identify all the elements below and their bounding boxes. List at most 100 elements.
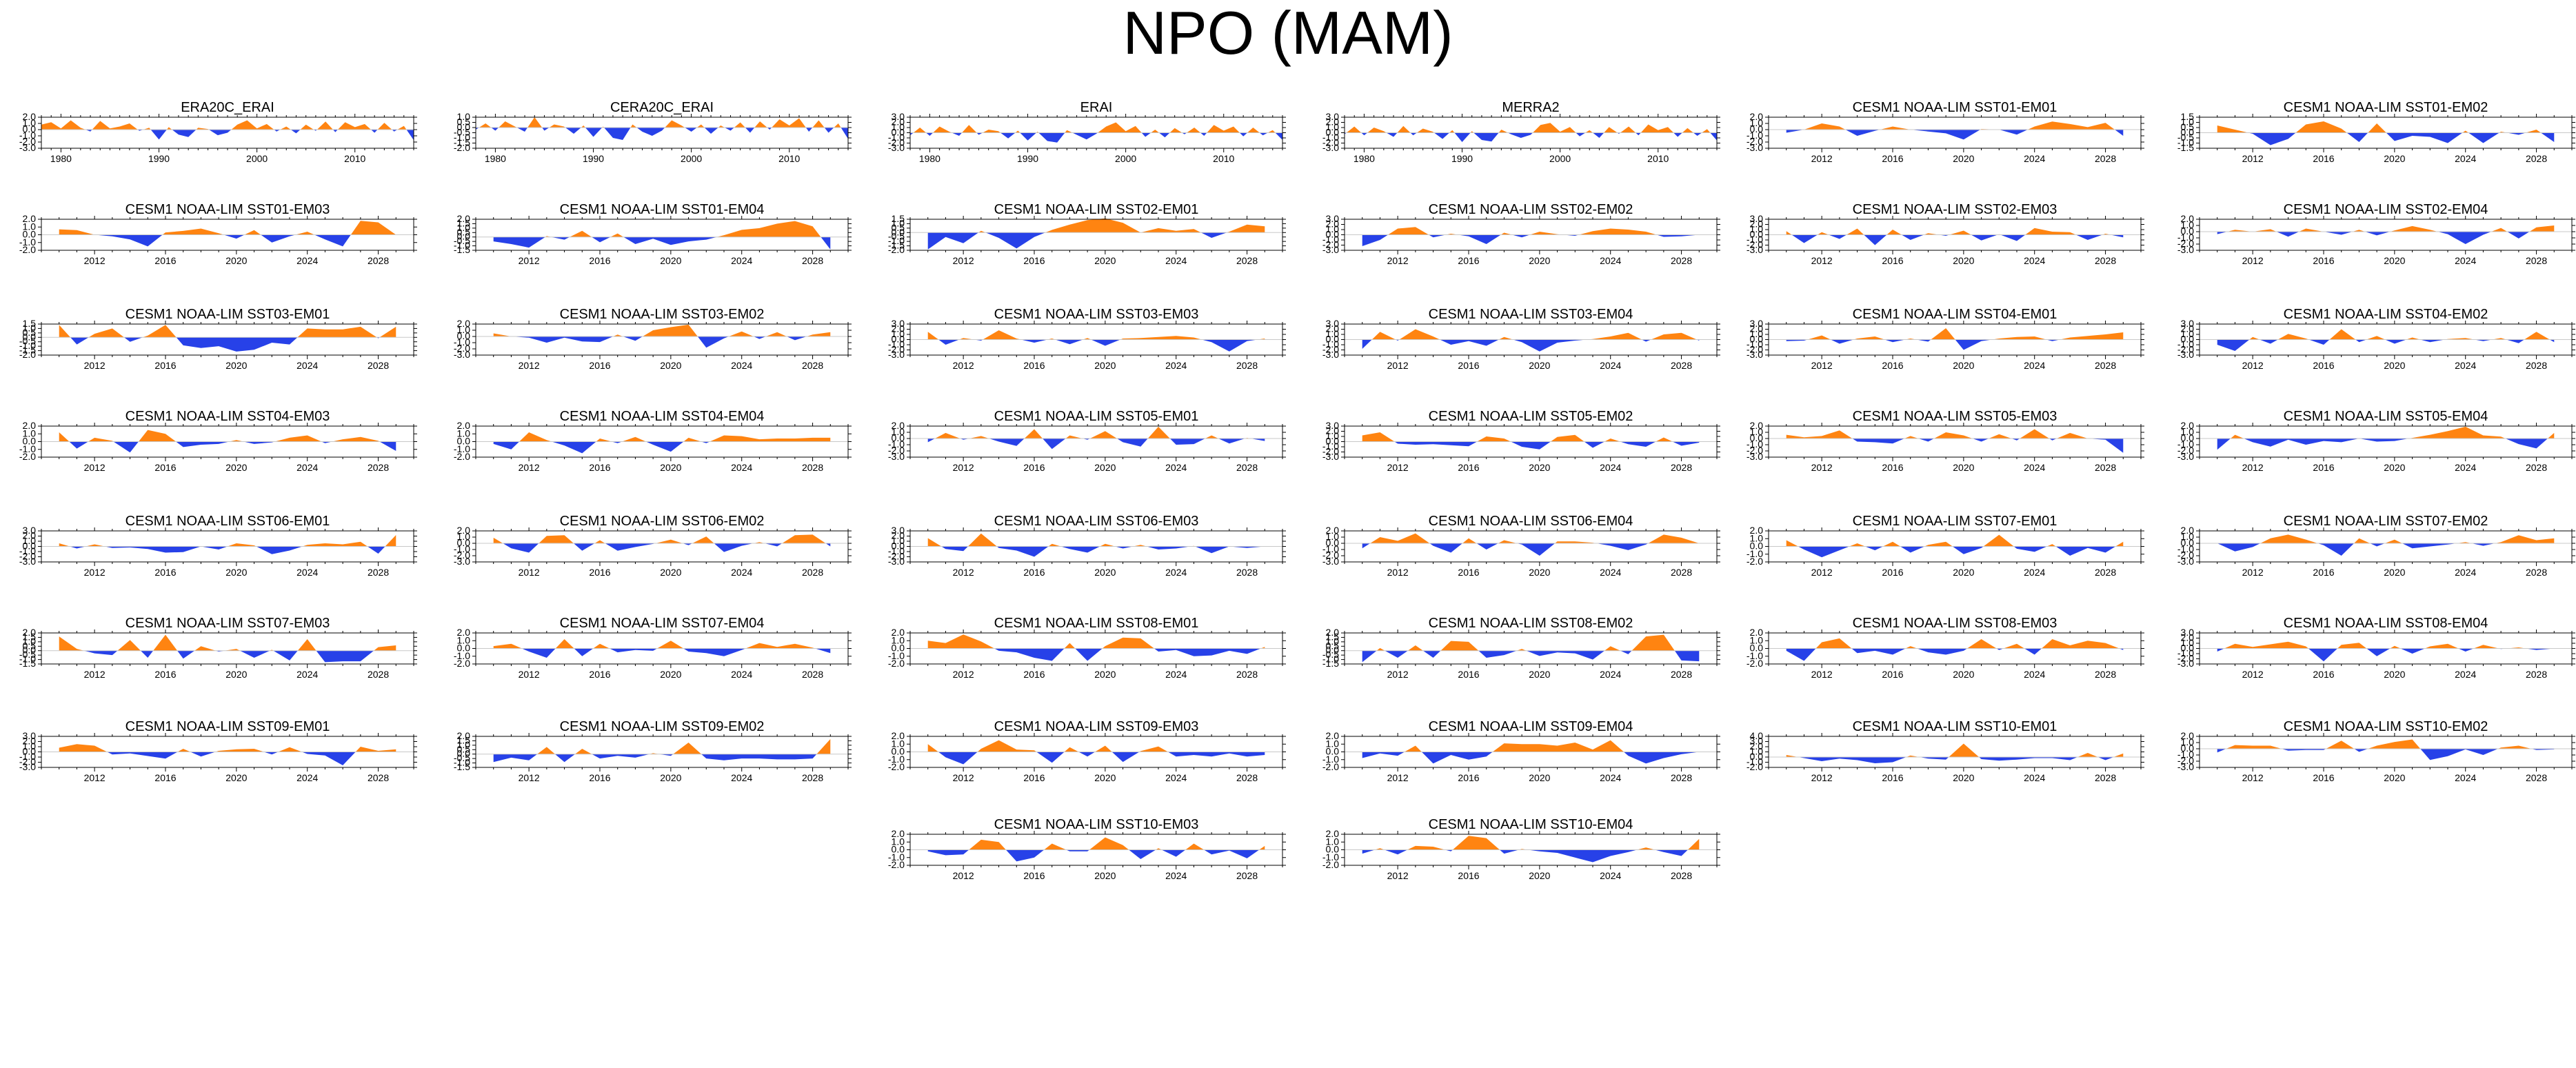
negative-area (1115, 546, 1134, 549)
y-tick-label: 2.0 (1326, 730, 1340, 741)
negative-area (1624, 752, 1700, 764)
plot-area: CESM1 NOAA-LIM SST09-EM03 2.01.00.0-1.0-2… (888, 719, 1286, 783)
y-tick-label: -3.0 (1322, 349, 1339, 360)
panel-title: CERA20C_ERAI (610, 100, 714, 115)
negative-area (2217, 439, 2231, 450)
x-tick-label: 2024 (2455, 669, 2476, 680)
x-tick-label: 1990 (583, 153, 604, 164)
positive-area (1529, 232, 1564, 235)
x-tick-label: 2028 (1671, 669, 1692, 680)
negative-area (824, 128, 834, 133)
y-tick-label: 0.0 (1326, 436, 1340, 447)
y-tick-label: -1.0 (19, 443, 36, 454)
y-tick-label: 2.0 (1750, 627, 1764, 638)
negative-area (1218, 439, 1245, 444)
negative-area (2471, 543, 2495, 546)
y-tick-label: 2.0 (1750, 740, 1764, 752)
positive-area (927, 634, 995, 649)
x-tick-label: 2016 (589, 567, 610, 578)
plot-area: CESM1 NOAA-LIM SST08-EM01 2.01.00.0-1.0-2… (888, 616, 1286, 680)
x-tick-label: 2020 (225, 360, 247, 371)
plot-area: CESM1 NOAA-LIM SST07-EM03 2.01.51.00.50.0… (19, 616, 417, 680)
y-tick-label: 0.0 (1326, 645, 1340, 656)
chart-panel: CESM1 NOAA-LIM SST06-EM04 2.0 1.0 0.0 -1.0 -2… (1310, 512, 1724, 615)
positive-area (657, 641, 684, 649)
panel-title: CESM1 NOAA-LIM SST08-EM02 (1429, 616, 1633, 631)
x-tick-label: 2012 (1387, 360, 1409, 371)
positive-area (718, 125, 725, 128)
y-tick-label: -3.0 (1747, 451, 1763, 462)
y-tick-label: -1.0 (1322, 543, 1339, 554)
y-tick-label: 1.0 (457, 222, 471, 233)
y-tick-label: 0.0 (1750, 229, 1764, 240)
positive-area (1470, 131, 1474, 133)
negative-area (69, 441, 88, 449)
positive-area (655, 539, 683, 543)
x-tick-label: 2020 (1529, 669, 1550, 680)
y-tick-label: 2.0 (457, 525, 471, 536)
negative-area (243, 441, 275, 444)
x-tick-label: 2020 (660, 462, 681, 473)
x-tick-label: 2024 (1165, 870, 1187, 881)
negative-area (1239, 132, 1248, 137)
y-tick-label: 2.0 (23, 111, 37, 122)
x-tick-label: 1990 (148, 153, 170, 164)
panel-title: CESM1 NOAA-LIM SST03-EM02 (560, 307, 765, 322)
y-tick-label: 0.0 (892, 127, 905, 138)
y-tick-label: -0.5 (454, 752, 470, 763)
y-tick-label: -2.0 (888, 344, 905, 355)
x-tick-label: 2028 (368, 462, 389, 473)
negative-area (2549, 339, 2555, 343)
positive-area (1139, 746, 1168, 752)
x-tick-label: 2012 (2242, 255, 2264, 266)
chart-svg: CESM1 NOAA-LIM SST06-EM03 3.02.01.00.0-1.… (888, 514, 1286, 578)
x-tick-label: 2012 (1811, 462, 1833, 473)
x-tick-label: 2028 (1236, 360, 1258, 371)
negative-area (2420, 749, 2498, 760)
y-tick-label: -2.0 (888, 445, 905, 456)
positive-area (570, 230, 592, 237)
x-tick-label: 2028 (368, 567, 389, 578)
positive-area (1786, 430, 1853, 439)
negative-area (1916, 339, 1931, 342)
y-tick-label: 1.0 (1326, 531, 1340, 542)
positive-area (539, 535, 574, 543)
y-tick-label: -0.5 (888, 231, 905, 242)
x-tick-label: 2012 (2242, 669, 2264, 680)
x-tick-label: 2012 (2242, 360, 2264, 371)
positive-area (1095, 745, 1112, 752)
chart-panel: CESM1 NOAA-LIM SST05-EM03 2.0 1.0 0.0 -1.0 -2… (1734, 407, 2148, 510)
y-tick-label: 0.0 (892, 226, 905, 237)
y-tick-label: -1.0 (1747, 130, 1763, 141)
x-tick-label: 2012 (84, 462, 105, 473)
x-tick-label: 2020 (1953, 462, 1974, 473)
y-tick-label: 0.0 (892, 844, 905, 855)
x-tick-label: 2016 (1458, 669, 1479, 680)
x-tick-label: 2024 (2024, 462, 2045, 473)
positive-area (1064, 747, 1079, 752)
x-tick-label: 2028 (2526, 153, 2547, 164)
y-tick-label: -1.0 (888, 852, 905, 863)
y-tick-label: 0.0 (2181, 432, 2195, 443)
chart-panel: CESM1 NOAA-LIM SST03-EM01 1.5 1.0 0.5 0.0 -0.… (7, 305, 421, 408)
y-tick-label: 2.0 (457, 213, 471, 224)
y-tick-label: -1.5 (888, 240, 905, 251)
negative-area (2097, 757, 2114, 760)
positive-area (117, 640, 141, 651)
positive-area (2529, 225, 2555, 232)
x-tick-label: 2012 (1387, 870, 1409, 881)
negative-area (753, 336, 766, 339)
positive-area (555, 639, 574, 649)
positive-area (215, 749, 264, 752)
y-tick-label: 0.0 (1326, 844, 1340, 855)
positive-area (734, 122, 745, 128)
chart-panel: CESM1 NOAA-LIM SST02-EM02 3.0 2.0 1.0 0.0 -1.… (1310, 200, 1724, 303)
y-tick-label: 0.0 (1326, 334, 1340, 345)
positive-area (673, 743, 702, 754)
y-tick-label: -2.0 (888, 137, 905, 148)
y-tick-label: 1.0 (892, 217, 905, 228)
y-tick-label: -1.0 (454, 757, 470, 768)
negative-area (565, 128, 581, 134)
chart-panel: CESM1 NOAA-LIM SST09-EM01 3.0 2.0 1.0 0.0 -1.… (7, 717, 421, 820)
positive-area (1187, 128, 1200, 133)
